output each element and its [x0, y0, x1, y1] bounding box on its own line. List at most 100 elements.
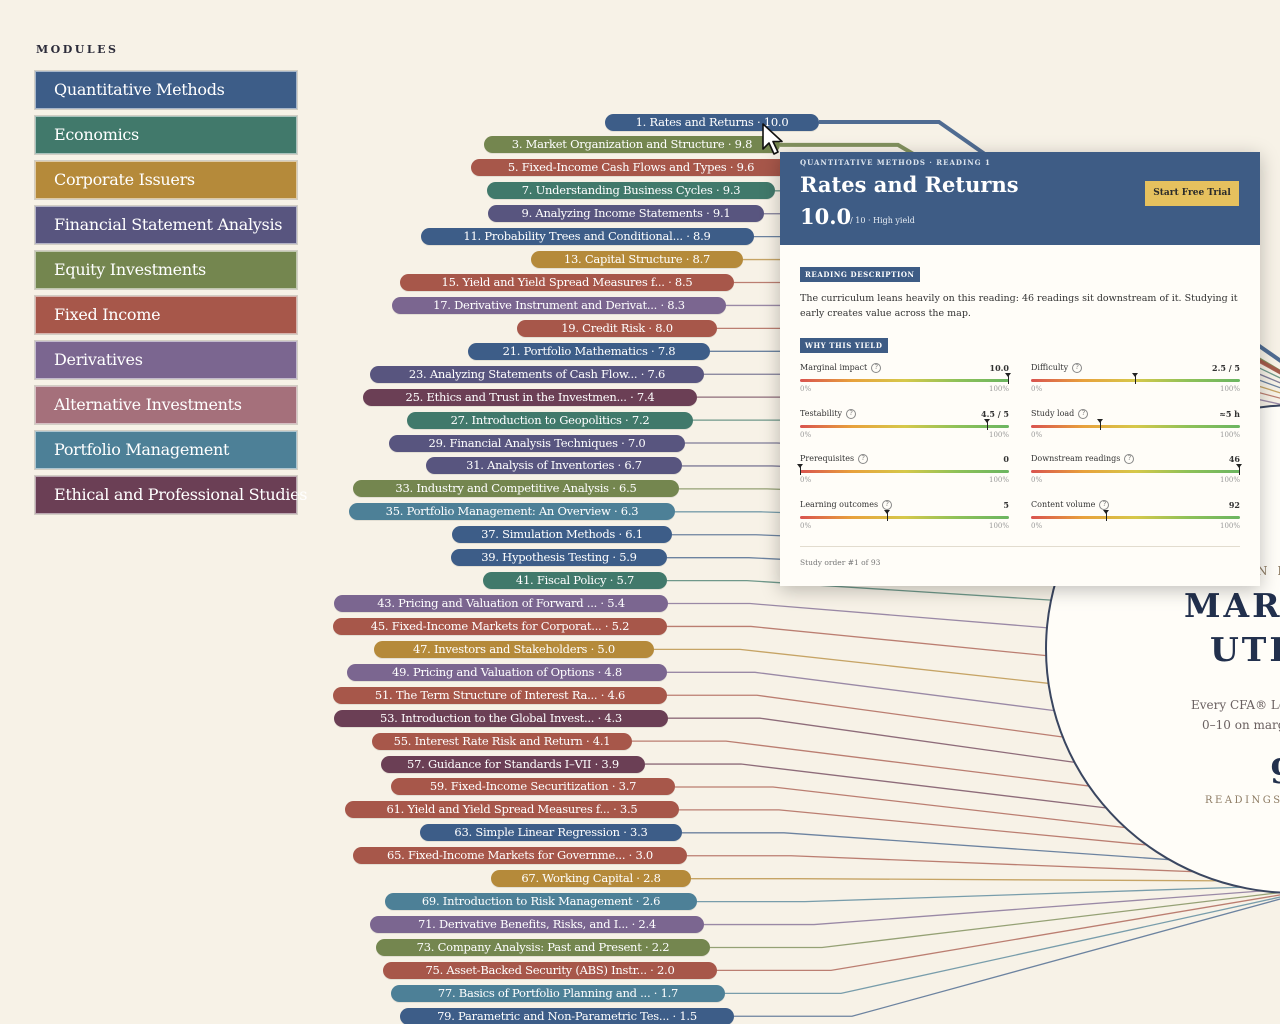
reading-pill[interactable]: 19. Credit Risk · 8.0 [517, 319, 717, 337]
reading-pill[interactable]: 53. Introduction to the Global Invest...… [334, 709, 668, 727]
circle-title-line-2: UTI [1210, 630, 1280, 669]
connector-line [819, 120, 1280, 363]
metric-min-label: 0% [800, 385, 812, 393]
reading-pill[interactable]: 27. Introduction to Geopolitics · 7.2 [407, 411, 693, 429]
reading-pill[interactable]: 77. Basics of Portfolio Planning and ...… [391, 984, 725, 1002]
metric-marker [1132, 373, 1138, 384]
why-this-yield-heading: WHY THIS YIELD [800, 338, 888, 353]
metric-prerequisites: Prerequisites? 0 0% 100% [797, 454, 1009, 494]
reading-pill[interactable]: 17. Derivative Instrument and Derivat...… [392, 296, 726, 314]
module-fixed-income[interactable]: Fixed Income [34, 295, 298, 335]
metric-label-text: Content volume [1031, 500, 1096, 510]
metric-min-label: 0% [800, 522, 812, 531]
metric-testability: Testability? 4.5 / 5 0% 100% [800, 408, 1009, 449]
reading-pill[interactable]: 67. Working Capital · 2.8 [491, 870, 691, 888]
metric-gradient-bar [800, 470, 1009, 474]
reading-pill[interactable]: 51. The Term Structure of Interest Ra...… [333, 686, 667, 704]
metric-value: 46 [1228, 454, 1240, 465]
connector-line [691, 878, 1232, 882]
reading-pill[interactable]: 35. Portfolio Management: An Overview · … [349, 503, 675, 521]
metric-max-label: 100% [988, 522, 1009, 531]
reading-pill[interactable]: 37. Simulation Methods · 6.1 [452, 526, 672, 544]
reading-pill[interactable]: 21. Portfolio Mathematics · 7.8 [468, 342, 710, 360]
module-derivatives[interactable]: Derivatives [34, 340, 298, 380]
metric-label-text: Study load [1031, 408, 1075, 418]
connector-line [679, 809, 1155, 847]
reading-pill[interactable]: 29. Financial Analysis Techniques · 7.0 [389, 434, 685, 452]
metric-label: Prerequisites? [800, 454, 869, 465]
reading-pill[interactable]: 45. Fixed-Income Markets for Corporat...… [333, 617, 667, 635]
metric-gradient-bar [1031, 424, 1240, 428]
module-corporate-issuers[interactable]: Corporate Issuers [34, 160, 298, 200]
module-alternative-investments[interactable]: Alternative Investments [34, 385, 298, 425]
reading-pill[interactable]: 25. Ethics and Trust in the Investmen...… [363, 388, 697, 406]
reading-pill[interactable]: 73. Company Analysis: Past and Present ·… [376, 938, 710, 956]
reading-pill[interactable]: 47. Investors and Stakeholders · 5.0 [374, 640, 654, 658]
help-icon[interactable]: ? [1072, 363, 1083, 373]
metric-marker [984, 418, 991, 430]
connector-line [654, 648, 1053, 685]
module-quantitative-methods[interactable]: Quantitative Methods [34, 70, 298, 110]
help-icon[interactable]: ? [882, 500, 893, 511]
circle-title-line-1: MARG [1184, 586, 1280, 625]
connector-line [668, 717, 1080, 764]
reading-pill[interactable]: 31. Analysis of Inventories · 6.7 [426, 457, 682, 475]
help-icon[interactable]: ? [1078, 408, 1089, 419]
reading-pill[interactable]: 49. Pricing and Valuation of Options · 4… [347, 663, 667, 681]
reading-pill[interactable]: 79. Parametric and Non-Parametric Tes...… [400, 1007, 734, 1024]
metric-max-label: 100% [1219, 430, 1240, 439]
reading-pill[interactable]: 23. Analyzing Statements of Cash Flow...… [370, 365, 704, 383]
help-icon[interactable]: ? [1124, 454, 1135, 465]
connector-line [697, 885, 1260, 903]
metric-label-text: Prerequisites [800, 454, 855, 464]
metric-marker [797, 464, 803, 476]
module-ethical-and-professional-studies[interactable]: Ethical and Professional Studies [34, 475, 308, 515]
reading-pill[interactable]: 13. Capital Structure · 8.7 [531, 251, 743, 269]
module-portfolio-management[interactable]: Portfolio Management [34, 430, 298, 470]
reading-pill[interactable]: 11. Probability Trees and Conditional...… [420, 228, 754, 246]
help-icon[interactable]: ? [858, 454, 869, 465]
modules-heading: MODULES [36, 43, 119, 56]
study-order: Study order #1 of 93 [800, 558, 881, 567]
metric-value: 10.0 [989, 363, 1009, 373]
metric-value: ≈5 h [1219, 408, 1240, 419]
reading-pill[interactable]: 63. Simple Linear Regression · 3.3 [420, 824, 682, 842]
metric-marker [1102, 510, 1109, 522]
connector-line [667, 625, 1051, 657]
metric-gradient-bar [800, 424, 1009, 428]
reading-pill[interactable]: 71. Derivative Benefits, Risks, and I...… [370, 916, 704, 934]
metric-study-load: Study load? ≈5 h 0% 100% [1031, 408, 1240, 449]
reading-pill[interactable]: 61. Yield and Yield Spread Measures f...… [345, 801, 679, 819]
metric-value: 92 [1228, 500, 1240, 511]
reading-pill[interactable]: 65. Fixed-Income Markets for Governme...… [353, 847, 687, 865]
start-free-trial-button[interactable]: Start Free Trial [1145, 181, 1239, 206]
reading-pill[interactable]: 3. Market Organization and Structure · 9… [484, 136, 780, 154]
metric-label: Marginal impact? [800, 363, 882, 373]
circle-eyebrow: N E [1257, 564, 1280, 578]
reading-pill[interactable]: 39. Hypothesis Testing · 5.9 [451, 549, 667, 567]
help-icon[interactable]: ? [1099, 500, 1110, 511]
metric-value: 5 [1003, 500, 1009, 511]
reading-pill[interactable]: 69. Introduction to Risk Management · 2.… [385, 893, 697, 911]
reading-pill[interactable]: 33. Industry and Competitive Analysis · … [353, 480, 679, 498]
circle-description-line-1: Every CFA® Lev [1191, 698, 1280, 712]
help-icon[interactable]: ? [871, 363, 882, 373]
connector-line [704, 888, 1280, 926]
reading-pill[interactable]: 59. Fixed-Income Securitization · 3.7 [391, 778, 675, 796]
metric-value: 0 [1003, 454, 1009, 465]
reading-pill[interactable]: 55. Interest Rate Risk and Return · 4.1 [372, 732, 632, 750]
panel-score: 10.0 [800, 204, 852, 229]
module-economics[interactable]: Economics [34, 115, 298, 155]
reading-pill[interactable]: 15. Yield and Yield Spread Measures f...… [400, 274, 734, 291]
reading-pill[interactable]: 7. Understanding Business Cycles · 9.3 [487, 182, 775, 200]
reading-pill[interactable]: 75. Asset-Backed Security (ABS) Instr...… [383, 961, 717, 979]
connector-line [645, 763, 1113, 810]
reading-pill[interactable]: 9. Analyzing Income Statements · 9.1 [488, 205, 764, 223]
help-icon[interactable]: ? [846, 408, 857, 419]
reading-pill[interactable]: 5. Fixed-Income Cash Flows and Types · 9… [471, 159, 791, 177]
reading-pill[interactable]: 41. Fiscal Policy · 5.7 [483, 572, 667, 590]
module-equity-investments[interactable]: Equity Investments [34, 250, 298, 290]
module-financial-statement-analysis[interactable]: Financial Statement Analysis [34, 205, 298, 245]
reading-pill[interactable]: 57. Guidance for Standards I–VII · 3.9 [381, 755, 645, 773]
reading-pill[interactable]: 43. Pricing and Valuation of Forward ...… [334, 595, 668, 613]
